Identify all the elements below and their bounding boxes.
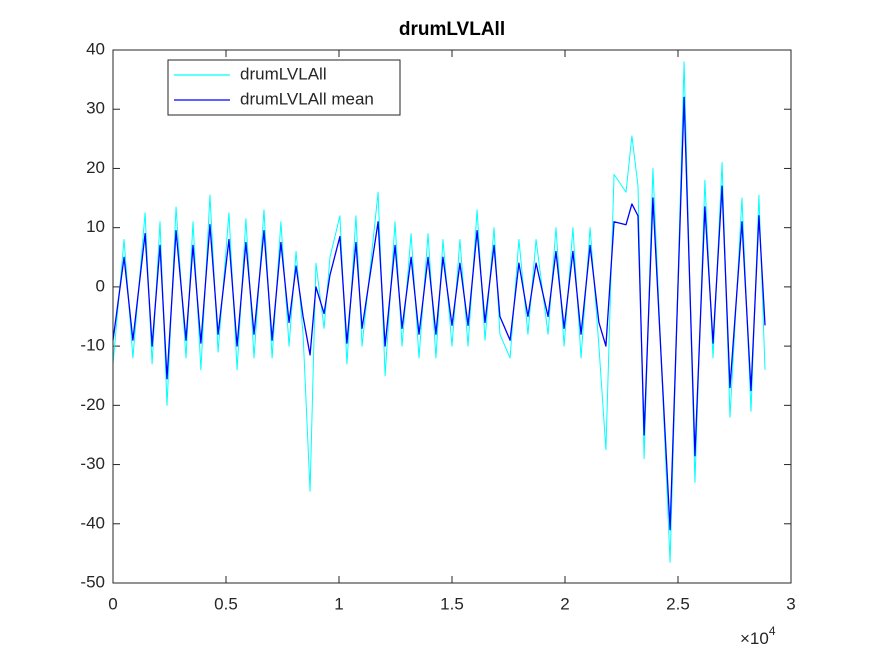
- y-tick-label: 40: [86, 39, 105, 58]
- y-tick-label: 30: [86, 99, 105, 118]
- x-tick-label: 2: [560, 594, 569, 613]
- y-tick-label: 10: [86, 217, 105, 236]
- legend-label: drumLVLAll: [240, 64, 327, 83]
- plot-frame: [112, 49, 792, 584]
- x-tick-label: 1: [334, 594, 343, 613]
- x-tick-label: 0: [108, 594, 117, 613]
- x-scale-exponent: 4: [769, 624, 776, 638]
- legend-box: [167, 59, 401, 116]
- x-tick-label: 0.5: [214, 594, 238, 613]
- y-tick-label: 20: [86, 158, 105, 177]
- y-tick-label: -10: [80, 336, 105, 355]
- y-tick-label: 0: [96, 276, 105, 295]
- x-scale-label: ×104: [740, 624, 776, 648]
- chart-title: drumLVLAll: [399, 19, 505, 40]
- x-tick-label: 2.5: [666, 594, 690, 613]
- x-tick-label: 1.5: [440, 594, 464, 613]
- legend: drumLVLAll drumLVLAll mean: [167, 59, 401, 116]
- series-line: [112, 96, 766, 531]
- y-tick-label: -40: [80, 513, 105, 532]
- legend-label: drumLVLAll mean: [240, 89, 374, 108]
- x-scale-base: ×10: [740, 629, 769, 648]
- y-tick-label: -30: [80, 454, 105, 473]
- y-tick-label: -50: [80, 572, 105, 591]
- y-tick-label: -20: [80, 395, 105, 414]
- x-tick-label: 3: [786, 594, 795, 613]
